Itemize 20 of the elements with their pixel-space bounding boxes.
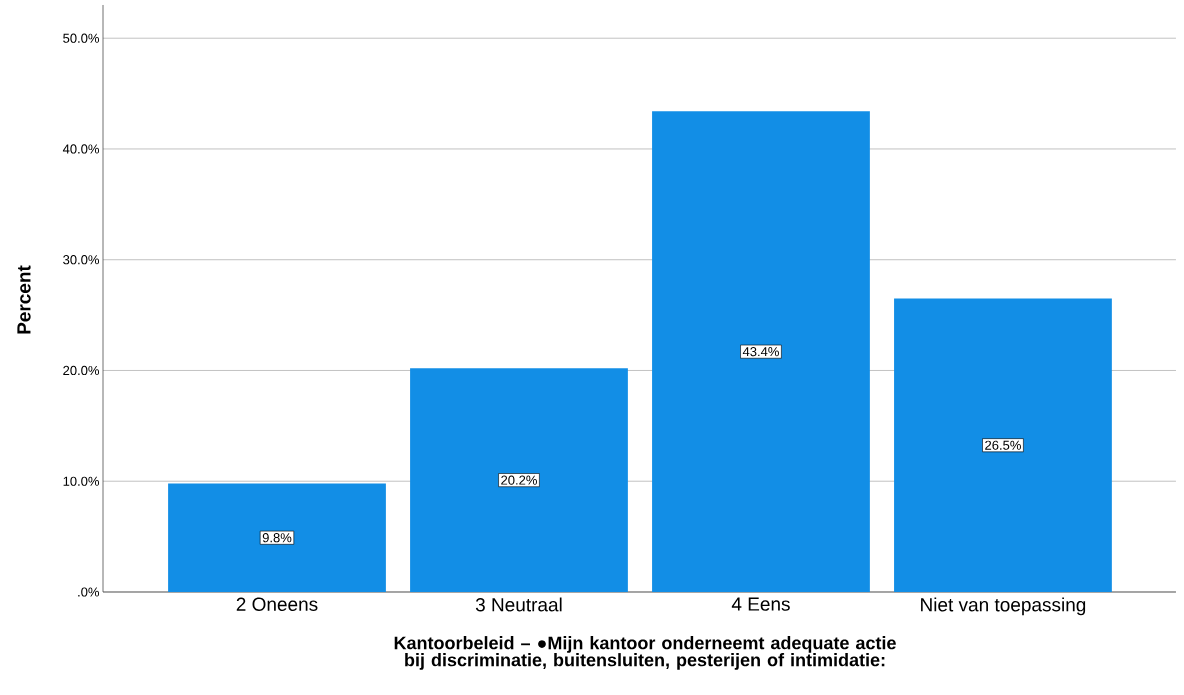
bar — [894, 298, 1112, 592]
x-tick-label: 4 Eens — [731, 597, 790, 611]
x-tick-label: 3 Neutraal — [475, 597, 562, 612]
y-axis-title: Percent — [17, 265, 31, 334]
x-axis-title: Kantoorbeleid – ●Mijn kantoor onderneemt adequate actie bij discriminatie, buitensluiten, pesterijen of intimidatie: — [394, 636, 896, 670]
y-tick-label: 50.0% — [63, 33, 100, 43]
bar — [410, 368, 628, 592]
y-tick-label: 40.0% — [62, 144, 100, 154]
data-label: 26.5% — [985, 440, 1021, 450]
bar — [168, 483, 386, 592]
y-tick-label: 20.0% — [63, 365, 100, 376]
y-tick-label: 30.0% — [63, 255, 100, 265]
x-tick-label: 2 Oneens — [236, 597, 318, 611]
y-tick-label: .0% — [78, 587, 100, 597]
x-tick-label: Niet van toepassing — [921, 597, 1086, 616]
bar — [652, 111, 870, 592]
data-label: 20.2% — [501, 475, 537, 485]
y-tick-label: 10.0% — [63, 476, 100, 486]
data-label: 9.8% — [262, 533, 292, 543]
data-label: 43.4% — [742, 347, 779, 357]
